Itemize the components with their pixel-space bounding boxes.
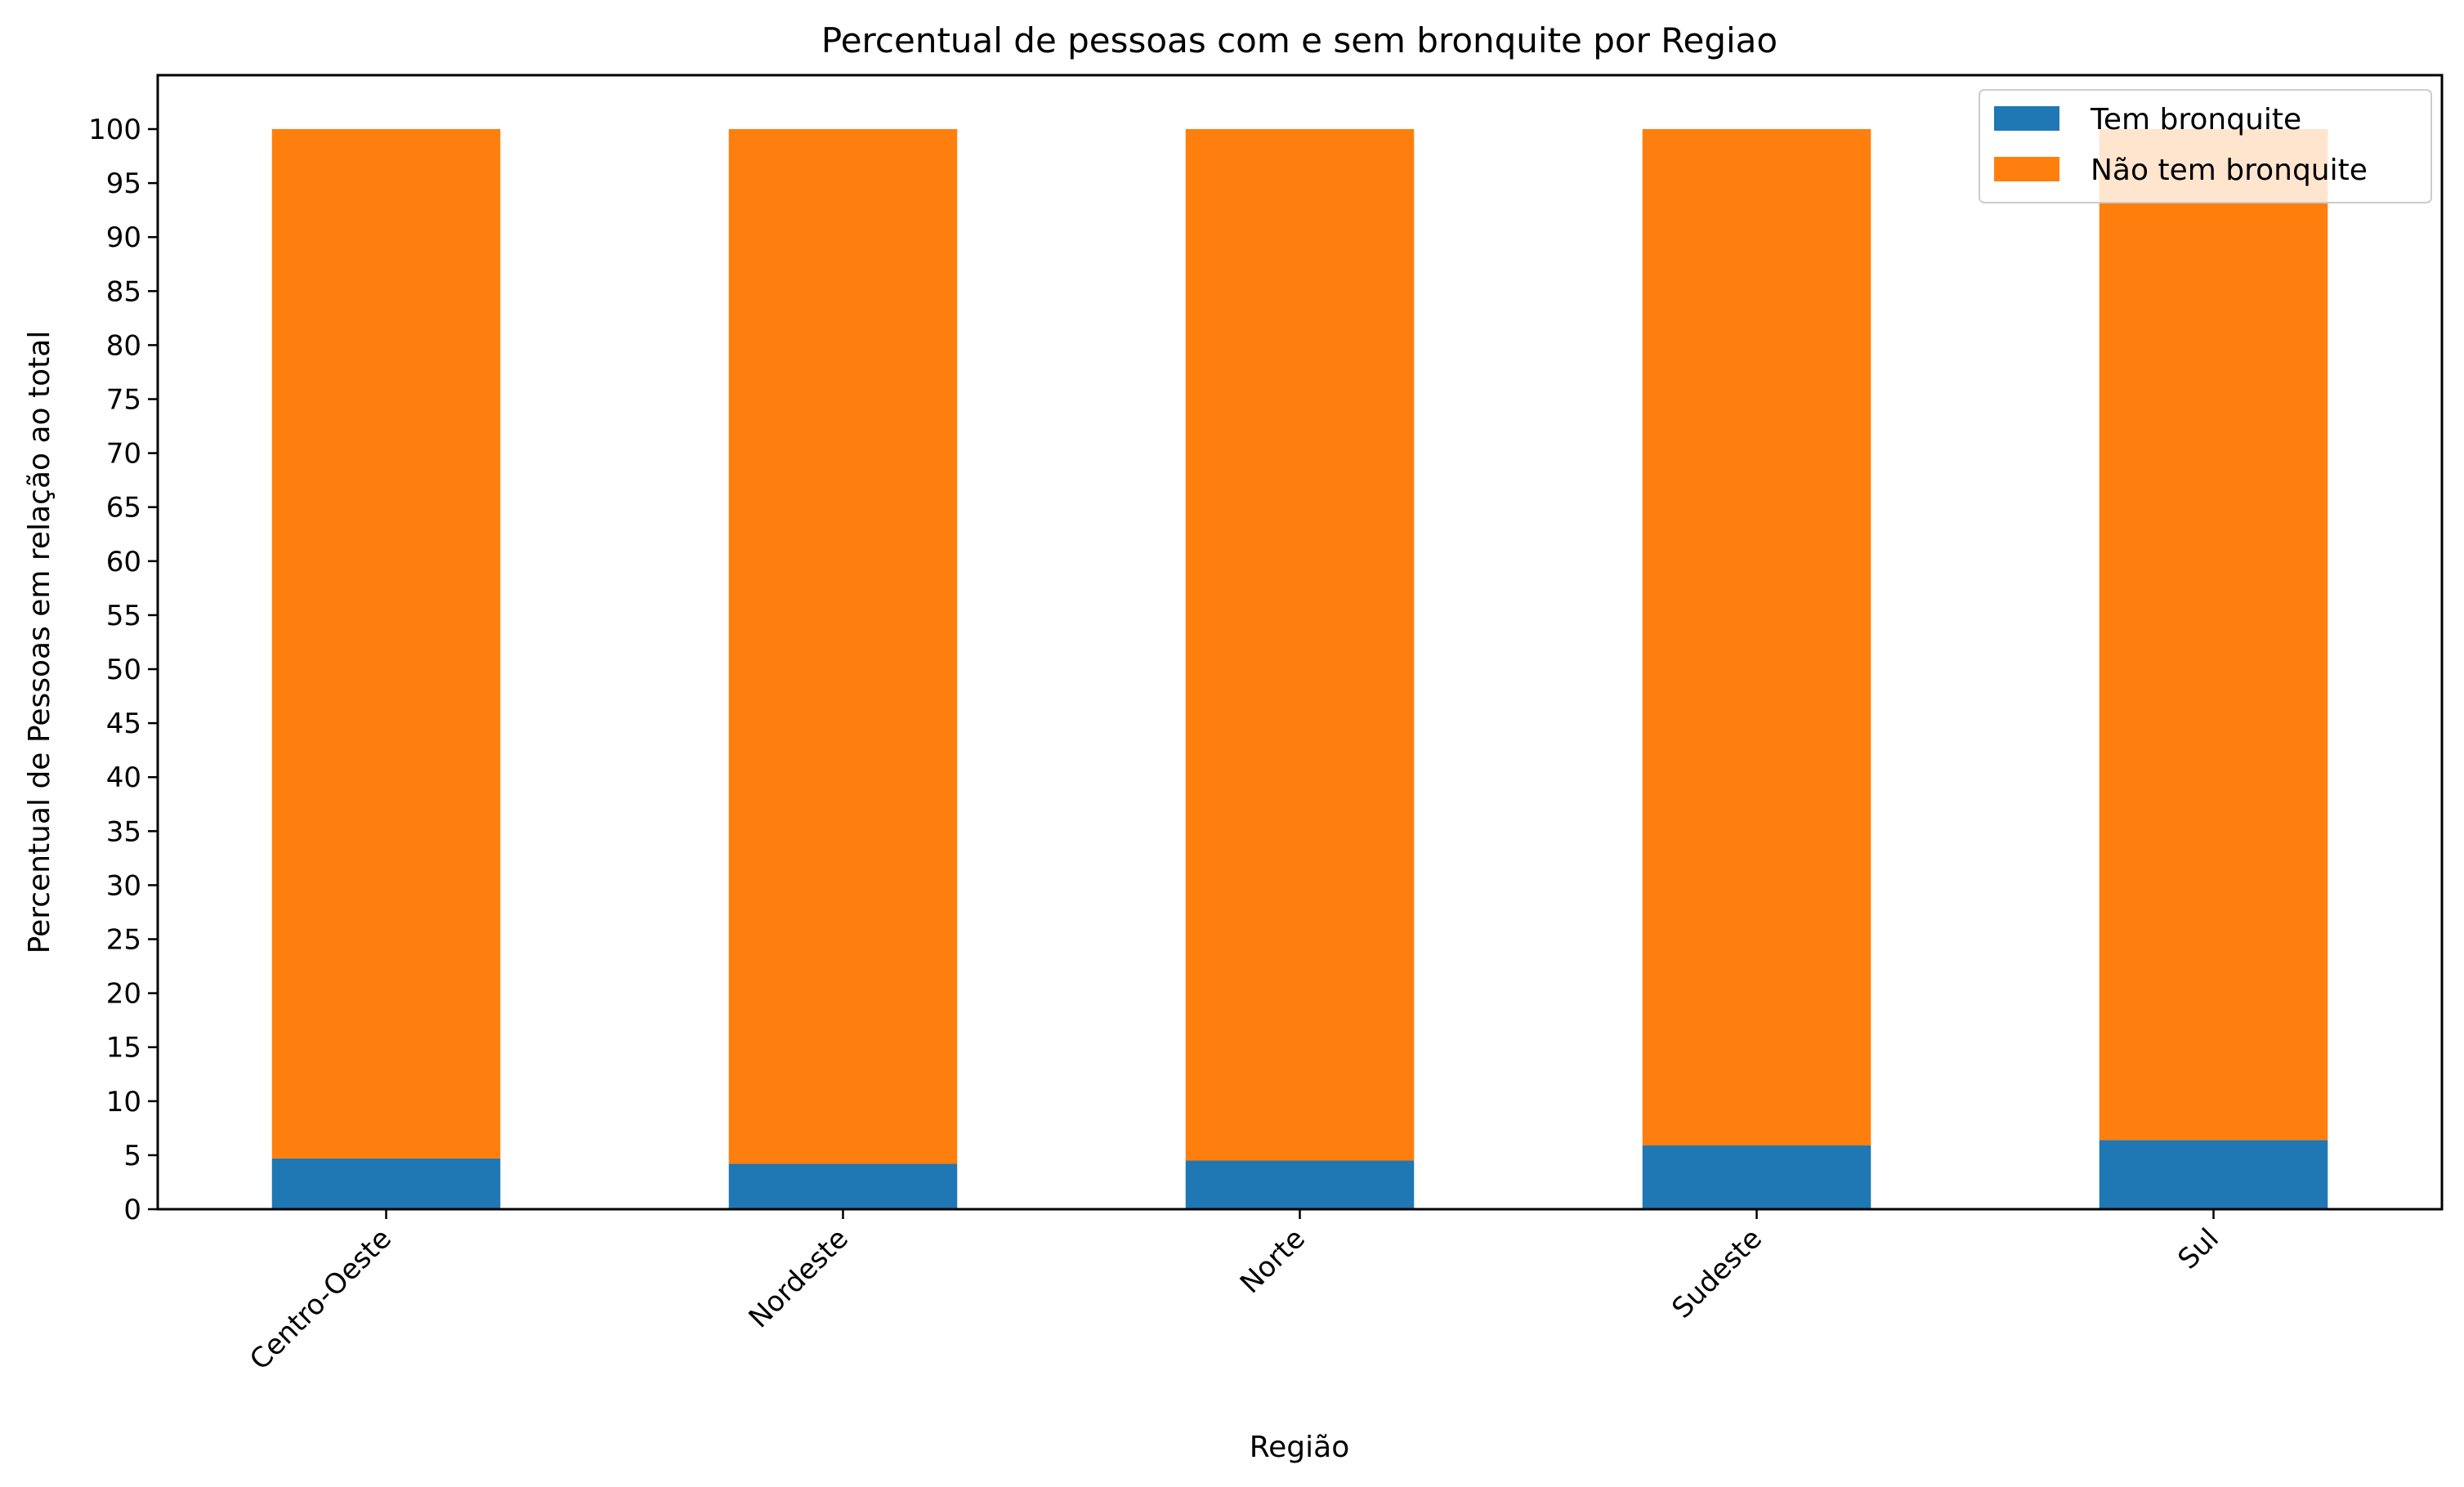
x-tick-label-sul: Sul bbox=[2171, 1222, 2225, 1275]
chart-title: Percentual de pessoas com e sem bronquit… bbox=[821, 20, 1778, 60]
bar-tem-bronquite-norte bbox=[1185, 1160, 1415, 1209]
y-tick-label: 25 bbox=[106, 924, 141, 957]
legend-box bbox=[1979, 89, 2432, 203]
y-tick-label: 30 bbox=[106, 869, 141, 902]
legend: Tem bronquite Não tem bronquite bbox=[1979, 89, 2432, 203]
bar-nao-tem-bronquite-centro-oeste bbox=[271, 129, 501, 1159]
y-tick-label: 65 bbox=[106, 492, 141, 525]
bar-nao-tem-bronquite-nordeste bbox=[728, 129, 958, 1164]
x-tick-label-nordeste: Nordeste bbox=[743, 1222, 855, 1334]
x-axis-title: Região bbox=[1250, 1431, 1349, 1464]
x-tick-label-norte: Norte bbox=[1234, 1222, 1312, 1300]
y-tick-label: 50 bbox=[106, 654, 141, 686]
y-tick-label: 85 bbox=[106, 275, 141, 308]
y-tick-label: 0 bbox=[123, 1194, 141, 1226]
y-tick-label: 45 bbox=[106, 708, 141, 740]
y-tick-label: 5 bbox=[123, 1140, 141, 1172]
y-tick-label: 60 bbox=[106, 546, 141, 578]
y-tick-label: 95 bbox=[106, 167, 141, 200]
bar-tem-bronquite-centro-oeste bbox=[271, 1158, 501, 1209]
y-tick-label: 35 bbox=[106, 815, 141, 848]
x-axis: Centro-Oeste Nordeste Norte Sudeste Sul bbox=[244, 1209, 2225, 1377]
bar-nao-tem-bronquite-sul bbox=[2099, 129, 2328, 1141]
y-tick-label: 75 bbox=[106, 384, 141, 417]
legend-label: Não tem bronquite bbox=[2091, 154, 2368, 187]
legend-label: Tem bronquite bbox=[2090, 103, 2301, 136]
bar-tem-bronquite-sudeste bbox=[1642, 1145, 1871, 1209]
bars-group bbox=[271, 129, 2328, 1209]
legend-swatch bbox=[1994, 106, 2059, 131]
y-tick-label: 20 bbox=[106, 978, 141, 1011]
y-tick-label: 10 bbox=[106, 1086, 141, 1119]
y-axis: 0 5 10 15 20 25 30 35 40 45 50 55 60 65 70 75 80 85 90 95 10… bbox=[88, 114, 158, 1226]
y-tick-label: 70 bbox=[106, 438, 141, 471]
bar-tem-bronquite-sul bbox=[2099, 1140, 2328, 1209]
x-tick-label-centro-oeste: Centro-Oeste bbox=[244, 1222, 398, 1377]
y-tick-label: 80 bbox=[106, 329, 141, 362]
y-tick-label: 40 bbox=[106, 761, 141, 794]
y-axis-title: Percentual de Pessoas em relação ao tota… bbox=[23, 331, 56, 954]
bar-tem-bronquite-nordeste bbox=[728, 1163, 958, 1209]
y-tick-label: 15 bbox=[106, 1032, 141, 1065]
bar-nao-tem-bronquite-sudeste bbox=[1642, 129, 1871, 1145]
y-tick-label: 90 bbox=[106, 221, 141, 254]
legend-swatch bbox=[1994, 157, 2059, 181]
bar-nao-tem-bronquite-norte bbox=[1185, 129, 1415, 1161]
x-tick-label-sudeste: Sudeste bbox=[1666, 1222, 1769, 1325]
y-tick-label: 55 bbox=[106, 600, 141, 632]
y-tick-label: 100 bbox=[88, 114, 141, 146]
